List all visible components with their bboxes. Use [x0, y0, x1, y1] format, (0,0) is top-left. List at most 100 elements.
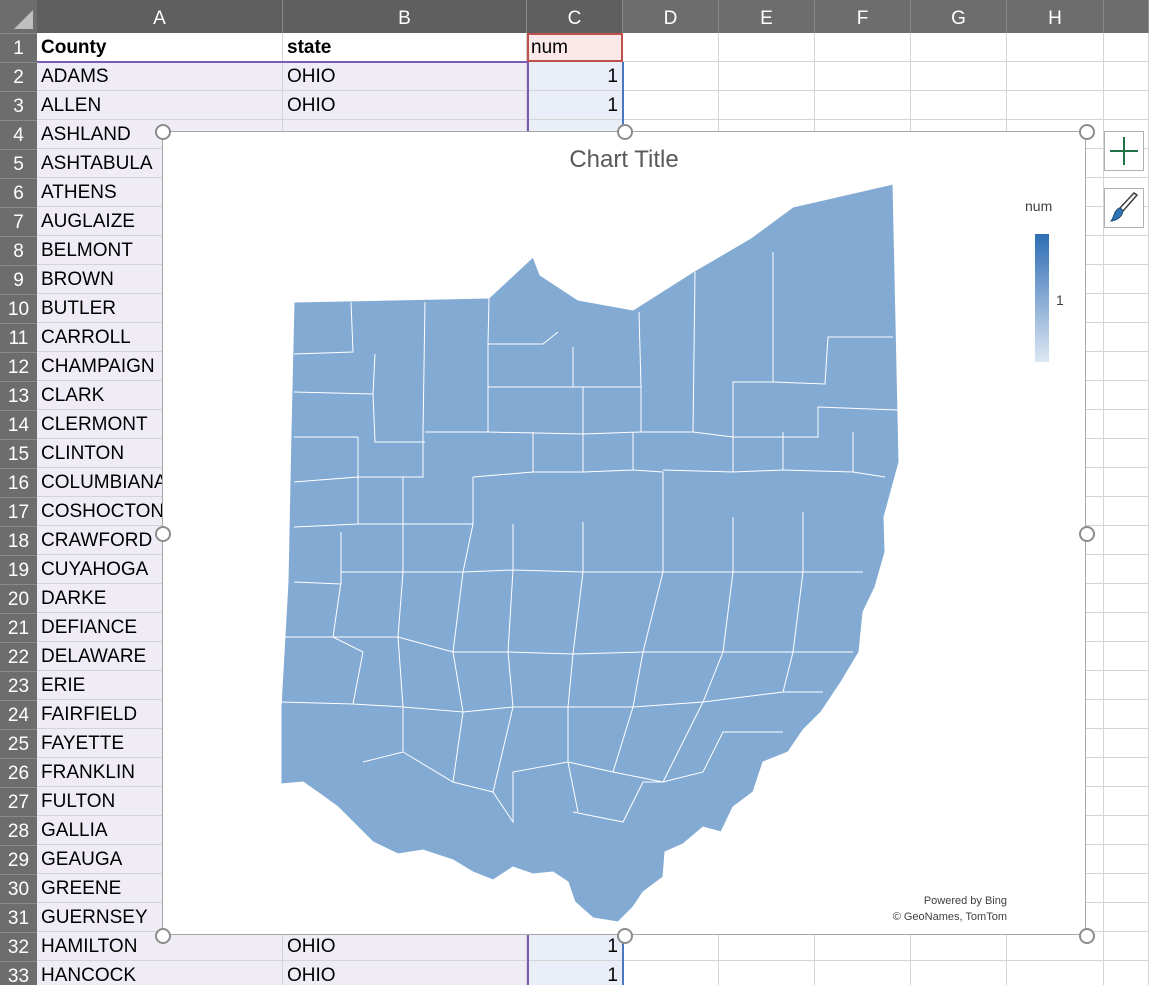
- cell-empty[interactable]: [1104, 236, 1149, 265]
- cell-empty[interactable]: [1104, 758, 1149, 787]
- column-header-c[interactable]: C: [527, 0, 623, 33]
- cell-empty[interactable]: [1104, 903, 1149, 932]
- ohio-outline[interactable]: [280, 183, 900, 923]
- row-header-15[interactable]: 15: [0, 439, 37, 468]
- cell-empty[interactable]: [1104, 526, 1149, 555]
- cell-empty[interactable]: [1007, 91, 1104, 120]
- cell-empty[interactable]: [1104, 439, 1149, 468]
- row-header-19[interactable]: 19: [0, 555, 37, 584]
- row-header-16[interactable]: 16: [0, 468, 37, 497]
- cell-empty[interactable]: [911, 961, 1007, 985]
- cell-num[interactable]: 1: [527, 91, 623, 120]
- column-header-g[interactable]: G: [911, 0, 1007, 33]
- row-header-18[interactable]: 18: [0, 526, 37, 555]
- resize-handle-right[interactable]: [1079, 526, 1095, 542]
- row-header-29[interactable]: 29: [0, 845, 37, 874]
- filled-map-chart[interactable]: Chart Title num 1 Powered by Bing © GeoN…: [162, 131, 1086, 935]
- column-header-overflow[interactable]: [1104, 0, 1149, 33]
- cell-state[interactable]: OHIO: [283, 62, 527, 91]
- cell-empty[interactable]: [1104, 33, 1149, 62]
- cell-empty[interactable]: [815, 33, 911, 62]
- cell-empty[interactable]: [623, 62, 719, 91]
- cell-empty[interactable]: [815, 961, 911, 985]
- row-header-26[interactable]: 26: [0, 758, 37, 787]
- cell-empty[interactable]: [1104, 700, 1149, 729]
- resize-handle-top-left[interactable]: [155, 124, 171, 140]
- row-header-27[interactable]: 27: [0, 787, 37, 816]
- column-header-d[interactable]: D: [623, 0, 719, 33]
- resize-handle-bottom-left[interactable]: [155, 928, 171, 944]
- column-header-h[interactable]: H: [1007, 0, 1104, 33]
- cell-empty[interactable]: [1104, 642, 1149, 671]
- cell-num[interactable]: 1: [527, 961, 623, 985]
- cell-empty[interactable]: [1104, 62, 1149, 91]
- row-header-2[interactable]: 2: [0, 62, 37, 91]
- cell-state[interactable]: OHIO: [283, 961, 527, 985]
- cell-b1-header[interactable]: state: [283, 33, 527, 62]
- cell-c1-header[interactable]: num: [527, 33, 623, 62]
- row-header-31[interactable]: 31: [0, 903, 37, 932]
- cell-num[interactable]: 1: [527, 932, 623, 961]
- resize-handle-left[interactable]: [155, 526, 171, 542]
- row-header-23[interactable]: 23: [0, 671, 37, 700]
- cell-empty[interactable]: [719, 33, 815, 62]
- row-header-30[interactable]: 30: [0, 874, 37, 903]
- cell-empty[interactable]: [815, 62, 911, 91]
- cell-empty[interactable]: [911, 91, 1007, 120]
- cell-empty[interactable]: [719, 91, 815, 120]
- column-header-f[interactable]: F: [815, 0, 911, 33]
- cell-empty[interactable]: [1104, 381, 1149, 410]
- cell-empty[interactable]: [1104, 961, 1149, 985]
- row-header-1[interactable]: 1: [0, 33, 37, 62]
- row-header-3[interactable]: 3: [0, 91, 37, 120]
- row-header-21[interactable]: 21: [0, 613, 37, 642]
- resize-handle-bottom-right[interactable]: [1079, 928, 1095, 944]
- cell-empty[interactable]: [1104, 584, 1149, 613]
- cell-empty[interactable]: [1104, 497, 1149, 526]
- cell-empty[interactable]: [1104, 410, 1149, 439]
- cell-empty[interactable]: [623, 33, 719, 62]
- resize-handle-top-right[interactable]: [1079, 124, 1095, 140]
- cell-empty[interactable]: [1007, 961, 1104, 985]
- ohio-map[interactable]: [163, 132, 1085, 934]
- selected-cell-c1[interactable]: [527, 33, 623, 62]
- cell-empty[interactable]: [1104, 323, 1149, 352]
- row-header-9[interactable]: 9: [0, 265, 37, 294]
- resize-handle-bottom[interactable]: [617, 928, 633, 944]
- column-header-b[interactable]: B: [283, 0, 527, 33]
- cell-empty[interactable]: [1007, 33, 1104, 62]
- row-header-10[interactable]: 10: [0, 294, 37, 323]
- cell-empty[interactable]: [1104, 555, 1149, 584]
- cell-empty[interactable]: [1104, 932, 1149, 961]
- select-all-corner[interactable]: [0, 0, 37, 33]
- cell-empty[interactable]: [719, 932, 815, 961]
- cell-num[interactable]: 1: [527, 62, 623, 91]
- row-header-14[interactable]: 14: [0, 410, 37, 439]
- row-header-22[interactable]: 22: [0, 642, 37, 671]
- row-header-4[interactable]: 4: [0, 120, 37, 149]
- cell-county[interactable]: ALLEN: [37, 91, 283, 120]
- row-header-28[interactable]: 28: [0, 816, 37, 845]
- cell-empty[interactable]: [623, 961, 719, 985]
- row-header-33[interactable]: 33: [0, 961, 37, 985]
- cell-empty[interactable]: [1104, 729, 1149, 758]
- column-header-a[interactable]: A: [37, 0, 283, 33]
- cell-empty[interactable]: [623, 932, 719, 961]
- cell-empty[interactable]: [1104, 787, 1149, 816]
- cell-empty[interactable]: [1104, 352, 1149, 381]
- cell-empty[interactable]: [1104, 613, 1149, 642]
- row-header-17[interactable]: 17: [0, 497, 37, 526]
- cell-empty[interactable]: [623, 91, 719, 120]
- cell-state[interactable]: OHIO: [283, 91, 527, 120]
- column-header-e[interactable]: E: [719, 0, 815, 33]
- cell-empty[interactable]: [815, 932, 911, 961]
- chart-elements-button[interactable]: [1104, 131, 1144, 171]
- cell-a1-header[interactable]: County: [37, 33, 283, 62]
- row-header-5[interactable]: 5: [0, 149, 37, 178]
- row-header-6[interactable]: 6: [0, 178, 37, 207]
- cell-empty[interactable]: [1104, 671, 1149, 700]
- cell-county[interactable]: ADAMS: [37, 62, 283, 91]
- cell-empty[interactable]: [1104, 816, 1149, 845]
- cell-empty[interactable]: [719, 961, 815, 985]
- cell-empty[interactable]: [911, 33, 1007, 62]
